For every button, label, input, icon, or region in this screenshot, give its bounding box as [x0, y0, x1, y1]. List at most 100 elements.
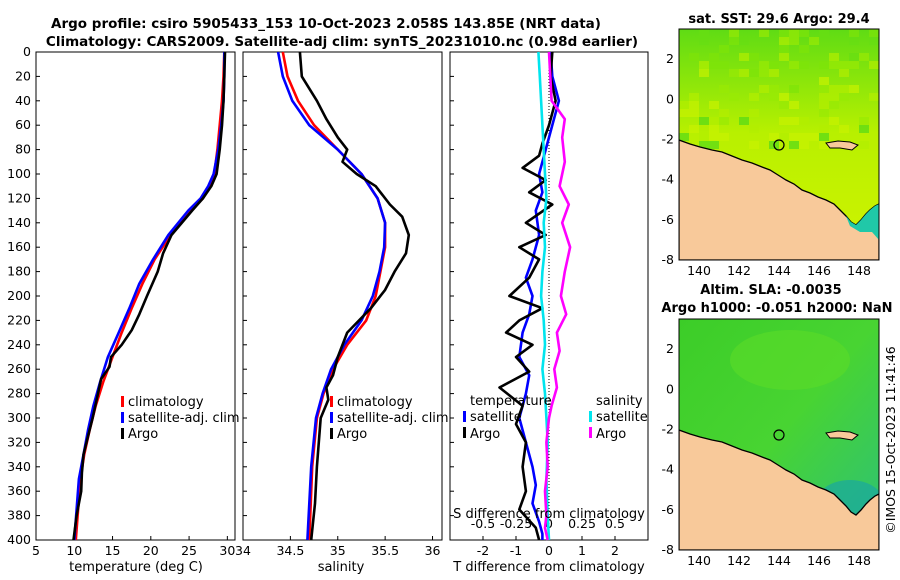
sla-argo-float-marker [773, 429, 785, 441]
sst-pixel [779, 101, 789, 109]
sst-pixel [809, 133, 819, 141]
sst-pixel [799, 117, 809, 125]
sst-pixel [789, 85, 799, 93]
legend-swatch-satellite [330, 412, 333, 423]
sst-pixel [769, 69, 779, 77]
sst-pixel [849, 53, 859, 61]
sst-pixel [759, 85, 769, 93]
x-tick-label: 35.5 [371, 543, 399, 558]
legend-swatch-argo [330, 428, 333, 439]
sst-pixel [799, 45, 809, 53]
sst-pixel [729, 29, 739, 37]
sst-pixel [789, 61, 799, 69]
legend-swatch-climatology [330, 396, 333, 407]
sst-pixel [859, 125, 869, 133]
sst-pixel [739, 37, 749, 45]
sst-pixel [779, 37, 789, 45]
x-tick-label: 20 [143, 543, 159, 558]
sst-pixel [729, 69, 739, 77]
salinity-plot-frame [242, 51, 443, 541]
map-y-tick-label: 2 [666, 51, 674, 66]
sst-coastal-water [846, 204, 879, 240]
sst-pixel [869, 93, 879, 101]
map-x-tick-label: 144 [767, 263, 791, 278]
sst-pixel [819, 125, 829, 133]
sst-pixel [769, 133, 779, 141]
sst-pixel [679, 109, 689, 117]
legend-swatch-s-argo [589, 427, 592, 438]
sst-pixel [839, 125, 849, 133]
sst-pixel [779, 117, 789, 125]
sst-pixel [699, 37, 709, 45]
y-tick-label: 100 [7, 166, 31, 181]
map-x-tick-label: 142 [727, 263, 751, 278]
sst-pixel [699, 29, 709, 37]
sla-map [679, 319, 879, 550]
sst-pixel [719, 133, 729, 141]
sst-pixel [819, 85, 829, 93]
series-line-argo [72, 51, 227, 541]
sst-pixel [749, 125, 759, 133]
legend-swatch-s-satellite [589, 411, 592, 422]
sst-pixel [749, 93, 759, 101]
sst-pixel [839, 69, 849, 77]
legend-label-climatology: climatology [128, 395, 204, 410]
y-tick-label: 160 [7, 239, 31, 254]
map-x-tick-label: 142 [727, 553, 751, 568]
sst-pixel [719, 85, 729, 93]
sst-land [679, 139, 879, 260]
sst-pixel [739, 53, 749, 61]
x-tick-label: -1 [510, 543, 522, 558]
y-tick-label: 300 [7, 410, 31, 425]
map-y-tick-label: -4 [662, 462, 675, 477]
sst-pixel [709, 125, 719, 133]
s-diff-tick-label: 0.25 [568, 516, 596, 531]
x-tick-label: 36 [425, 543, 441, 558]
sst-pixel [689, 93, 699, 101]
series-line-s-argo [543, 51, 572, 541]
sst-pixel [819, 29, 829, 37]
series-line-satellite-adj-clim [73, 52, 226, 541]
legend-label-s-satellite: satellite [596, 410, 648, 425]
series-line-t-argo [498, 51, 557, 541]
sla-map-subtitle: Argo h1000: -0.051 h2000: NaN [661, 301, 892, 316]
figure-title-line1: Argo profile: csiro 5905433_153 10-Oct-2… [51, 16, 601, 32]
s-diff-tick-label: -0.5 [471, 516, 495, 531]
sst-pixel [849, 37, 859, 45]
map-x-tick-label: 146 [807, 263, 831, 278]
map-x-tick-label: 140 [687, 263, 711, 278]
sla-island [825, 430, 859, 441]
temperature-legend: climatology satellite-adj. clim Argo [121, 395, 240, 442]
legend-swatch-climatology [121, 396, 124, 407]
sst-pixel [829, 85, 839, 93]
legend-label-argo: Argo [128, 427, 158, 442]
sst-pixel [839, 93, 849, 101]
legend-label-t-argo: Argo [470, 427, 500, 442]
sst-pixel [829, 101, 839, 109]
sst-pixel [819, 141, 829, 149]
sst-pixel [719, 61, 729, 69]
sst-pixel [779, 133, 789, 141]
map-y-tick-label: -4 [662, 172, 675, 187]
sst-pixel [829, 53, 839, 61]
series-line-satellite-adj-clim [276, 51, 387, 541]
y-tick-label: 180 [7, 264, 31, 279]
sst-pixel [819, 109, 829, 117]
sla-map-frame [678, 318, 880, 551]
sst-pixel [809, 37, 819, 45]
sst-island [825, 140, 859, 151]
salinity-axis-label: salinity [318, 560, 365, 575]
sst-pixel [679, 101, 689, 109]
sst-pixel [709, 61, 719, 69]
sst-pixel [849, 29, 859, 37]
temperature-axis-label: temperature (deg C) [69, 560, 203, 575]
legend-label-argo: Argo [337, 427, 367, 442]
figure-title-line2: Climatology: CARS2009. Satellite-adj cli… [46, 34, 638, 50]
legend-label-climatology: climatology [337, 395, 413, 410]
map-x-tick-label: 148 [847, 263, 871, 278]
sst-pixel [679, 133, 689, 141]
map-y-tick-label: -8 [662, 252, 675, 267]
x-tick-label: 34.5 [276, 543, 304, 558]
sst-pixel [859, 53, 869, 61]
